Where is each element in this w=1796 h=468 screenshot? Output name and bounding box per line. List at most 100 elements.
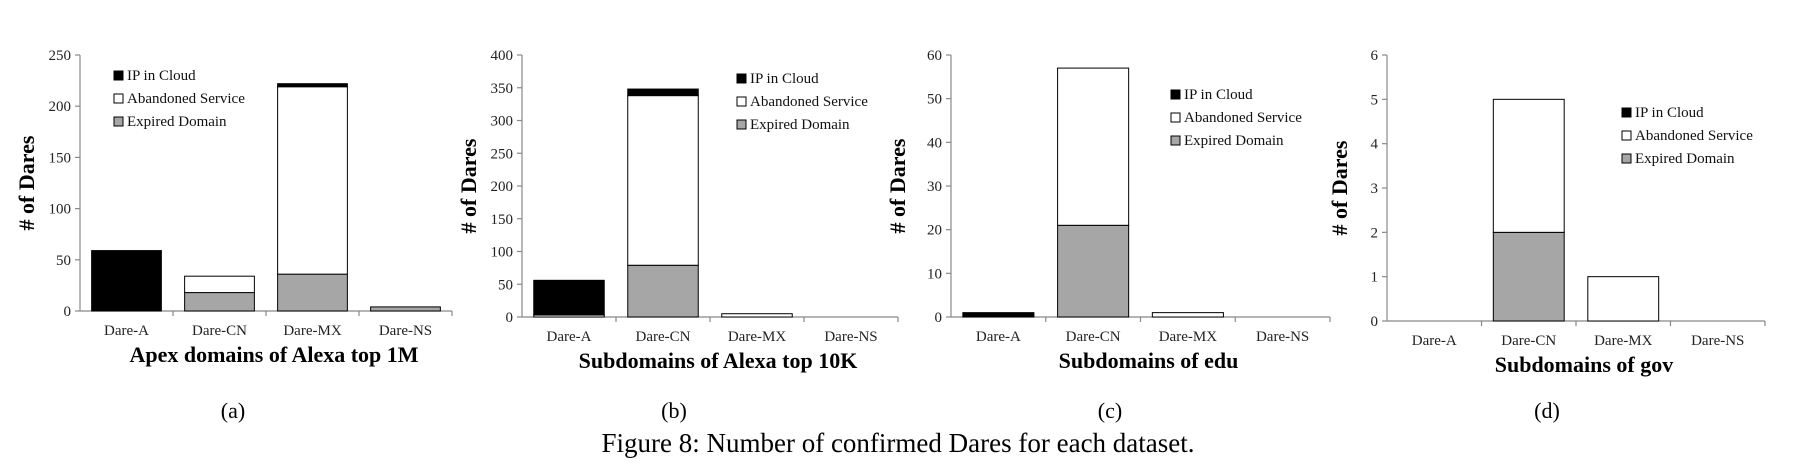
chart-panel-a: 0 50 100 150 200 250 Dare-A Dare-CN Dare-MX Dare-… bbox=[14, 48, 453, 423]
legend-label-ip-in-cloud: IP in Cloud bbox=[1635, 105, 1704, 121]
x-category-label: Dare-NS bbox=[824, 329, 877, 345]
x-category-label: Dare-CN bbox=[1066, 329, 1121, 345]
y-tick-label: 20 bbox=[927, 223, 942, 239]
legend-label-abandoned-service: Abandoned Service bbox=[1635, 128, 1753, 144]
bar-abandoned-service-dare-cn bbox=[627, 95, 699, 266]
x-category-label: Dare-MX bbox=[283, 323, 341, 339]
y-tick-label: 300 bbox=[491, 114, 514, 130]
bar-abandoned-service-dare-mx bbox=[1151, 312, 1224, 318]
y-tick-label: 400 bbox=[491, 48, 514, 64]
x-category-label: Dare-CN bbox=[636, 329, 691, 345]
bar-abandoned-service-dare-mx bbox=[1587, 276, 1660, 322]
chart-panel-c: 0 10 20 30 40 50 60 Dare-A Dare-CN Dare-MX Dare-NS… bbox=[885, 48, 1331, 423]
x-axis-title: Subdomains of edu bbox=[1059, 348, 1239, 373]
panel-sublabel: (d) bbox=[1534, 398, 1560, 423]
y-tick-label: 60 bbox=[927, 48, 942, 64]
legend-label-ip-in-cloud: IP in Cloud bbox=[127, 68, 196, 84]
bar-expired-domain-dare-cn bbox=[184, 292, 255, 312]
bar-abandoned-service-dare-mx bbox=[277, 86, 348, 275]
bar-ip-in-cloud-dare-a bbox=[91, 250, 162, 312]
x-category-label: Dare-A bbox=[1412, 333, 1457, 349]
y-tick-label: 100 bbox=[49, 202, 72, 218]
x-category-label: Dare-NS bbox=[1691, 333, 1744, 349]
legend-swatch-ip-in-cloud bbox=[1621, 107, 1632, 118]
chart-panel-b: 0 50 100 150 200 250 300 350 400 Dare-A Dare-CN Dar… bbox=[456, 48, 899, 423]
panel-sublabel: (a) bbox=[221, 398, 245, 423]
legend-swatch-expired-domain bbox=[1621, 153, 1632, 164]
legend-label-abandoned-service: Abandoned Service bbox=[750, 94, 868, 110]
legend-swatch-ip-in-cloud bbox=[736, 73, 747, 84]
bar-ip-in-cloud-dare-a bbox=[533, 279, 605, 316]
y-tick-label: 30 bbox=[927, 179, 942, 195]
bar-expired-domain-dare-cn bbox=[1057, 224, 1130, 318]
y-tick-label: 50 bbox=[498, 277, 513, 293]
y-tick-label: 200 bbox=[491, 179, 514, 195]
legend-swatch-expired-domain bbox=[113, 116, 124, 127]
y-tick-label: 100 bbox=[491, 245, 514, 261]
legend-label-expired-domain: Expired Domain bbox=[1635, 151, 1735, 167]
legend-label-expired-domain: Expired Domain bbox=[1184, 133, 1284, 149]
y-tick-label: 6 bbox=[1371, 48, 1379, 64]
x-category-label: Dare-NS bbox=[379, 323, 432, 339]
x-axis-title: Apex domains of Alexa top 1M bbox=[129, 342, 418, 367]
bar-abandoned-service-dare-cn bbox=[1057, 67, 1130, 226]
bar-expired-domain-dare-cn bbox=[627, 264, 699, 318]
y-tick-label: 3 bbox=[1371, 181, 1379, 197]
bar-ip-in-cloud-dare-a bbox=[962, 312, 1035, 318]
legend-swatch-expired-domain bbox=[1170, 135, 1181, 146]
y-tick-label: 150 bbox=[49, 150, 72, 166]
figure-caption: Figure 8: Number of confirmed Dares for … bbox=[601, 428, 1194, 458]
y-axis-title: # of Dares bbox=[1327, 140, 1352, 235]
y-tick-label: 0 bbox=[1371, 314, 1379, 330]
x-category-label: Dare-CN bbox=[192, 323, 247, 339]
panel-sublabel: (b) bbox=[661, 398, 687, 423]
y-tick-label: 0 bbox=[64, 304, 72, 320]
y-tick-label: 250 bbox=[49, 48, 72, 64]
y-tick-label: 0 bbox=[935, 310, 943, 326]
legend-swatch-expired-domain bbox=[736, 119, 747, 130]
x-category-label: Dare-MX bbox=[1159, 329, 1217, 345]
legend-swatch-abandoned-service bbox=[1621, 130, 1632, 141]
y-axis-title: # of Dares bbox=[885, 138, 910, 233]
y-tick-label: 1 bbox=[1371, 270, 1379, 286]
y-tick-label: 5 bbox=[1371, 92, 1379, 108]
y-tick-label: 150 bbox=[491, 212, 514, 228]
legend-swatch-ip-in-cloud bbox=[113, 70, 124, 81]
bar-expired-domain-dare-cn bbox=[1492, 231, 1565, 322]
y-tick-label: 0 bbox=[506, 310, 514, 326]
x-axis-title: Subdomains of Alexa top 10K bbox=[579, 348, 858, 373]
bar-expired-domain-dare-ns bbox=[370, 306, 441, 312]
x-category-label: Dare-A bbox=[547, 329, 592, 345]
y-tick-label: 10 bbox=[927, 266, 942, 282]
legend-label-ip-in-cloud: IP in Cloud bbox=[1184, 87, 1253, 103]
chart-panel-d: 0 1 2 3 4 5 6 Dare-A Dare-CN Dare-MX Dare-NS IP in … bbox=[1327, 48, 1766, 423]
bar-ip-in-cloud-dare-cn bbox=[627, 88, 699, 97]
legend-swatch-abandoned-service bbox=[113, 93, 124, 104]
bar-abandoned-service-dare-cn bbox=[184, 275, 255, 294]
legend-swatch-ip-in-cloud bbox=[1170, 89, 1181, 100]
x-category-label: Dare-A bbox=[104, 323, 149, 339]
y-tick-label: 2 bbox=[1371, 225, 1379, 241]
y-tick-label: 40 bbox=[927, 135, 942, 151]
legend-label-expired-domain: Expired Domain bbox=[127, 114, 227, 130]
y-axis-title: # of Dares bbox=[14, 135, 39, 230]
bar-abandoned-service-dare-mx bbox=[721, 313, 793, 318]
legend-swatch-abandoned-service bbox=[736, 96, 747, 107]
y-tick-label: 250 bbox=[491, 146, 514, 162]
legend-label-ip-in-cloud: IP in Cloud bbox=[750, 71, 819, 87]
x-category-label: Dare-MX bbox=[728, 329, 786, 345]
x-axis-title: Subdomains of gov bbox=[1495, 352, 1674, 377]
bar-ip-in-cloud-dare-mx bbox=[277, 83, 348, 88]
y-tick-label: 200 bbox=[49, 99, 72, 115]
legend-label-expired-domain: Expired Domain bbox=[750, 117, 850, 133]
x-category-label: Dare-NS bbox=[1256, 329, 1309, 345]
legend-swatch-abandoned-service bbox=[1170, 112, 1181, 123]
bar-expired-domain-dare-mx bbox=[277, 273, 348, 312]
x-category-label: Dare-CN bbox=[1501, 333, 1556, 349]
y-tick-label: 50 bbox=[927, 92, 942, 108]
x-category-label: Dare-A bbox=[976, 329, 1021, 345]
y-tick-label: 350 bbox=[491, 81, 514, 97]
x-category-label: Dare-MX bbox=[1594, 333, 1652, 349]
legend-label-abandoned-service: Abandoned Service bbox=[127, 91, 245, 107]
